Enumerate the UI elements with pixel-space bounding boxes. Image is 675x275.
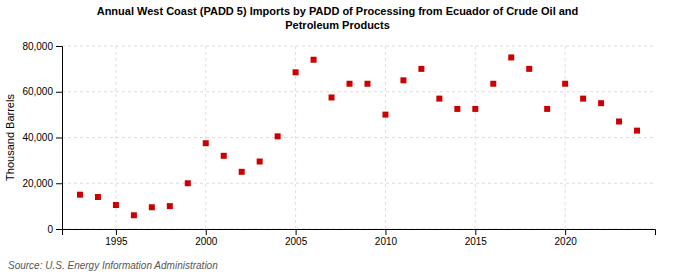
tick-label: 2020 (555, 236, 578, 247)
tick-mark (565, 229, 566, 235)
tick: 2020 (555, 229, 578, 247)
tick-mark (296, 229, 297, 235)
points (77, 54, 640, 218)
point (311, 57, 317, 63)
tick-label: 80,000 (22, 41, 53, 52)
point (436, 96, 442, 102)
point (131, 212, 137, 218)
grid-line-x (115, 46, 116, 229)
point (634, 128, 640, 134)
point (598, 100, 604, 106)
title: Annual West Coast (PADD 5) Imports by PA… (97, 5, 579, 31)
axis-line (56, 47, 63, 230)
tick-label: 60,000 (22, 86, 53, 97)
point (275, 133, 281, 139)
tick: 40,000 (22, 132, 62, 143)
tick-mark (56, 229, 62, 230)
tick-label: 40,000 (22, 132, 53, 143)
plot: 1995 2000 2005 2010 2015 2020 0 20,000 40,000 60,… (22, 41, 655, 247)
point (580, 96, 586, 102)
tick-mark (206, 229, 207, 235)
tick-mark (56, 183, 62, 184)
point (562, 81, 568, 87)
tick-mark (56, 46, 62, 47)
point (400, 77, 406, 83)
tick: 1995 (105, 229, 128, 247)
tick-mark (475, 229, 476, 235)
grid-line-x (565, 46, 566, 229)
source-note: Source: U.S. Energy Information Administ… (8, 260, 218, 271)
tick-label: 2000 (195, 236, 218, 247)
grid-line-y (62, 183, 655, 184)
point (185, 180, 191, 186)
point (293, 69, 299, 75)
axis-line (63, 230, 656, 236)
point (239, 169, 245, 175)
point (418, 66, 424, 72)
y-axis: 0 20,000 40,000 60,000 80,000 (22, 41, 62, 235)
grid-line-y (62, 137, 655, 138)
point (167, 203, 173, 209)
point (490, 81, 496, 87)
tick: 0 (47, 224, 62, 235)
point (616, 118, 622, 124)
grid-line-x (205, 46, 206, 229)
tick: 80,000 (22, 41, 62, 52)
tick-mark (56, 138, 62, 139)
grid-line-y (62, 46, 655, 47)
tick-label: 20,000 (22, 178, 53, 189)
tick-label: 2010 (375, 236, 398, 247)
point (508, 54, 514, 60)
tick: 2005 (285, 229, 308, 247)
point (95, 194, 101, 200)
point (257, 159, 263, 165)
chart-container: 1995 2000 2005 2010 2015 2020 0 20,000 40,000 60,… (0, 0, 675, 275)
point (329, 94, 335, 100)
grid-line-x (385, 46, 386, 229)
title-line: Annual West Coast (PADD 5) Imports by PA… (97, 5, 579, 17)
point (77, 192, 83, 198)
tick-mark (385, 229, 386, 235)
grid (62, 46, 655, 229)
tick: 2010 (375, 229, 398, 247)
tick-label: 0 (47, 224, 53, 235)
point (113, 202, 119, 208)
chart-svg: 1995 2000 2005 2010 2015 2020 0 20,000 40,000 60,… (0, 0, 675, 275)
point (382, 112, 388, 118)
tick-label: 1995 (105, 236, 128, 247)
tick: 2015 (465, 229, 488, 247)
point (544, 106, 550, 112)
tick: 60,000 (22, 86, 62, 97)
tick-label: 2005 (285, 236, 308, 247)
title-line: Petroleum Products (285, 19, 390, 31)
point (454, 106, 460, 112)
y-axis-label: Thousand Barrels (4, 94, 16, 181)
point (364, 81, 370, 87)
point (472, 106, 478, 112)
tick-mark (56, 92, 62, 93)
grid-line-y (62, 91, 655, 92)
tick-label: 2015 (465, 236, 488, 247)
point (347, 81, 353, 87)
tick: 2000 (195, 229, 218, 247)
grid-line-x (475, 46, 476, 229)
point (203, 140, 209, 146)
tick-mark (116, 229, 117, 235)
x-axis: 1995 2000 2005 2010 2015 2020 (63, 229, 656, 247)
point (149, 204, 155, 210)
tick: 20,000 (22, 178, 62, 189)
point (221, 153, 227, 159)
point (526, 66, 532, 72)
